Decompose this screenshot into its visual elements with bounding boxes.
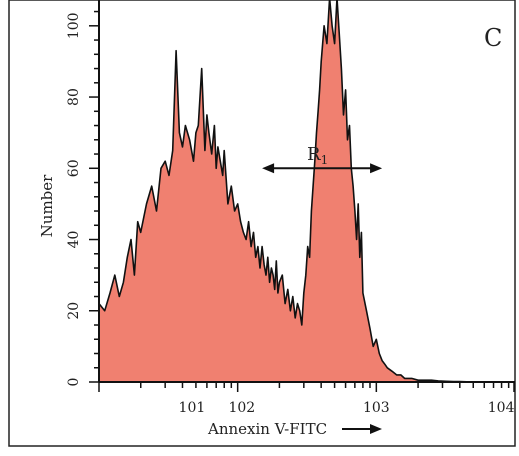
gate-r1: R1 (262, 144, 383, 174)
gate-arrow-left (262, 163, 275, 174)
x-tick-label: 103 (363, 400, 390, 416)
gate-label-subscript: 1 (321, 153, 329, 167)
y-tick-label: 100 (66, 12, 82, 39)
gate-arrow-right (370, 163, 383, 174)
y-tick-label: 20 (66, 302, 82, 320)
panel-label: C (484, 24, 502, 52)
gate-label-letter: R (307, 144, 321, 165)
x-tick-label: 101 (179, 400, 206, 416)
y-tick-label: 80 (66, 88, 82, 106)
x-axis-label-arrow (342, 424, 382, 434)
histogram-outline (98, 0, 515, 383)
y-axis-label: Number (38, 174, 56, 237)
figure-border (8, 0, 516, 447)
plot-area (98, 0, 515, 383)
gate-label: R1 (307, 144, 328, 167)
y-tick-label: 0 (66, 378, 82, 387)
y-axis-ticks: 0 20 40 60 80 100 (66, 10, 99, 387)
y-tick-label: 60 (66, 159, 82, 177)
y-tick-label: 40 (66, 231, 82, 249)
histogram-fill (99, 0, 515, 382)
x-axis-ticks: 101 102 103 104 (98, 382, 515, 416)
x-axis-label: Annexin V-FITC (207, 420, 327, 438)
x-tick-label: 104 (488, 400, 515, 416)
x-tick-label: 102 (228, 400, 255, 416)
